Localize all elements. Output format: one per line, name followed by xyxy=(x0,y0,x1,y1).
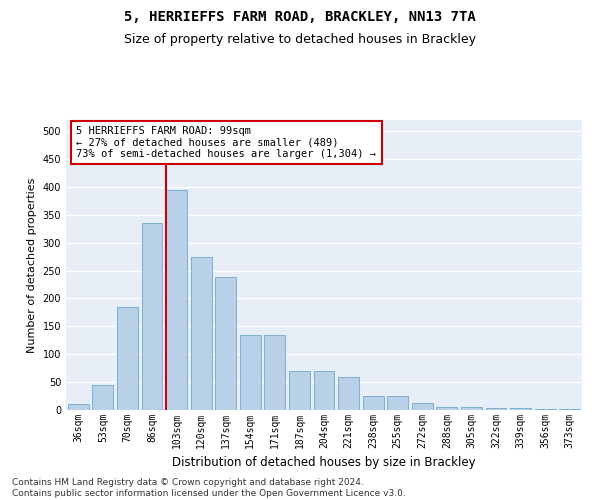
Bar xyxy=(338,376,359,410)
Bar xyxy=(240,334,261,410)
X-axis label: Distribution of detached houses by size in Brackley: Distribution of detached houses by size … xyxy=(172,456,476,469)
Bar xyxy=(117,307,138,410)
Bar xyxy=(314,371,334,410)
Bar xyxy=(535,409,556,410)
Bar xyxy=(387,396,408,410)
Bar xyxy=(436,406,457,410)
Bar xyxy=(510,408,531,410)
Bar xyxy=(142,223,163,410)
Text: 5 HERRIEFFS FARM ROAD: 99sqm
← 27% of detached houses are smaller (489)
73% of s: 5 HERRIEFFS FARM ROAD: 99sqm ← 27% of de… xyxy=(76,126,376,159)
Bar xyxy=(92,385,113,410)
Bar xyxy=(68,404,89,410)
Text: 5, HERRIEFFS FARM ROAD, BRACKLEY, NN13 7TA: 5, HERRIEFFS FARM ROAD, BRACKLEY, NN13 7… xyxy=(124,10,476,24)
Text: Size of property relative to detached houses in Brackley: Size of property relative to detached ho… xyxy=(124,32,476,46)
Bar xyxy=(412,404,433,410)
Bar xyxy=(485,408,506,410)
Bar xyxy=(362,396,383,410)
Bar xyxy=(559,409,580,410)
Bar xyxy=(265,334,286,410)
Bar xyxy=(215,278,236,410)
Text: Contains HM Land Registry data © Crown copyright and database right 2024.
Contai: Contains HM Land Registry data © Crown c… xyxy=(12,478,406,498)
Bar xyxy=(289,371,310,410)
Bar xyxy=(461,407,482,410)
Bar xyxy=(166,190,187,410)
Bar xyxy=(191,256,212,410)
Y-axis label: Number of detached properties: Number of detached properties xyxy=(27,178,37,352)
